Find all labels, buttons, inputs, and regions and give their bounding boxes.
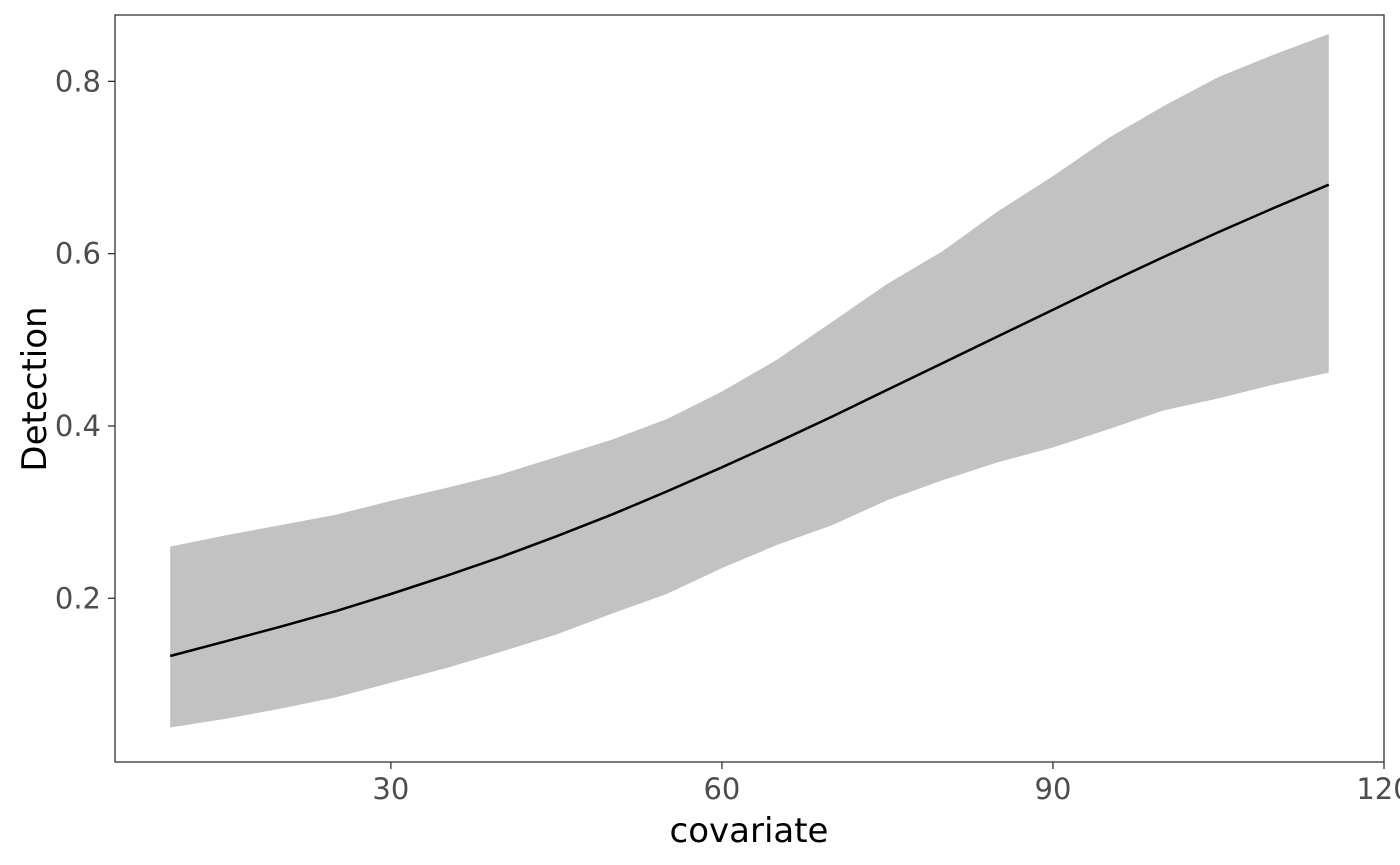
y-tick-label: 0.4 [55,409,101,443]
confidence-band [170,34,1329,728]
x-axis-title: covariate [670,811,829,851]
x-tick-label: 60 [703,772,740,806]
x-tick-label: 120 [1356,772,1400,806]
x-tick-label: 90 [1035,772,1072,806]
y-axis-title: Detection [15,306,55,471]
y-tick-label: 0.8 [55,64,101,98]
x-tick-label: 30 [372,772,409,806]
y-tick-label: 0.6 [55,237,101,271]
panel-border [114,14,1385,763]
y-tick-label: 0.2 [55,581,101,615]
fitted-line [169,183,1330,658]
